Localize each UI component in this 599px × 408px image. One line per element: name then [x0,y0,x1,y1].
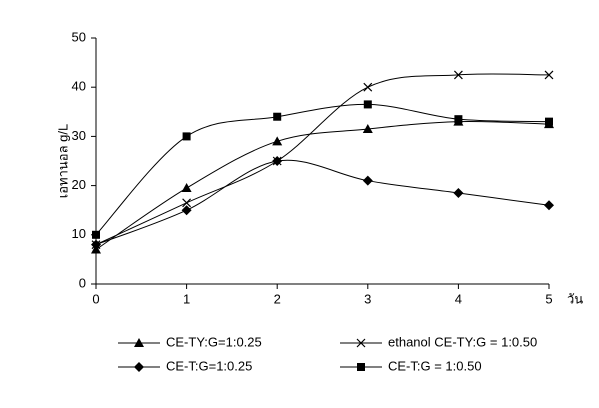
legend-marker [134,362,144,372]
y-tick-label: 0 [79,275,86,290]
marker [362,124,373,134]
marker [544,70,554,80]
x-tick-label: 2 [274,291,281,306]
marker [453,187,464,198]
legend-label: CE-TY:G=1:0.25 [166,334,262,349]
marker [273,112,282,121]
marker [92,230,100,239]
marker [182,198,192,208]
series-line [95,103,550,236]
legend-label: CE-T:G=1:0.25 [166,358,252,373]
y-axis-label: เอทานอล g/L [55,124,70,198]
x-tick-label: 5 [545,291,552,306]
x-axis-label: วัน [567,291,583,306]
legend-label: ethanol CE-TY:G = 1:0.50 [388,334,537,349]
x-tick-label: 1 [183,291,190,306]
marker [453,70,463,80]
legend-marker [356,338,366,348]
x-tick-label: 3 [364,291,371,306]
series-line [95,120,550,250]
series-line [95,73,550,246]
legend-marker [357,363,365,371]
marker [545,117,553,126]
marker [362,175,373,186]
legend-label: CE-T:G = 1:0.50 [388,358,482,373]
y-tick-label: 50 [72,29,86,44]
marker [91,239,101,250]
marker [181,183,192,193]
series-line [95,159,550,246]
marker [363,82,373,92]
marker [272,136,283,146]
marker [182,132,191,141]
y-tick-label: 10 [72,226,86,241]
y-tick-label: 20 [72,177,86,192]
x-tick-label: 0 [92,291,99,306]
legend-marker [134,338,144,347]
marker [454,115,463,124]
marker [363,100,372,109]
y-tick-label: 30 [72,128,86,143]
x-tick-label: 4 [455,291,462,306]
y-tick-label: 40 [72,79,86,94]
marker [544,200,554,211]
marker [181,205,192,216]
marker [272,156,283,166]
